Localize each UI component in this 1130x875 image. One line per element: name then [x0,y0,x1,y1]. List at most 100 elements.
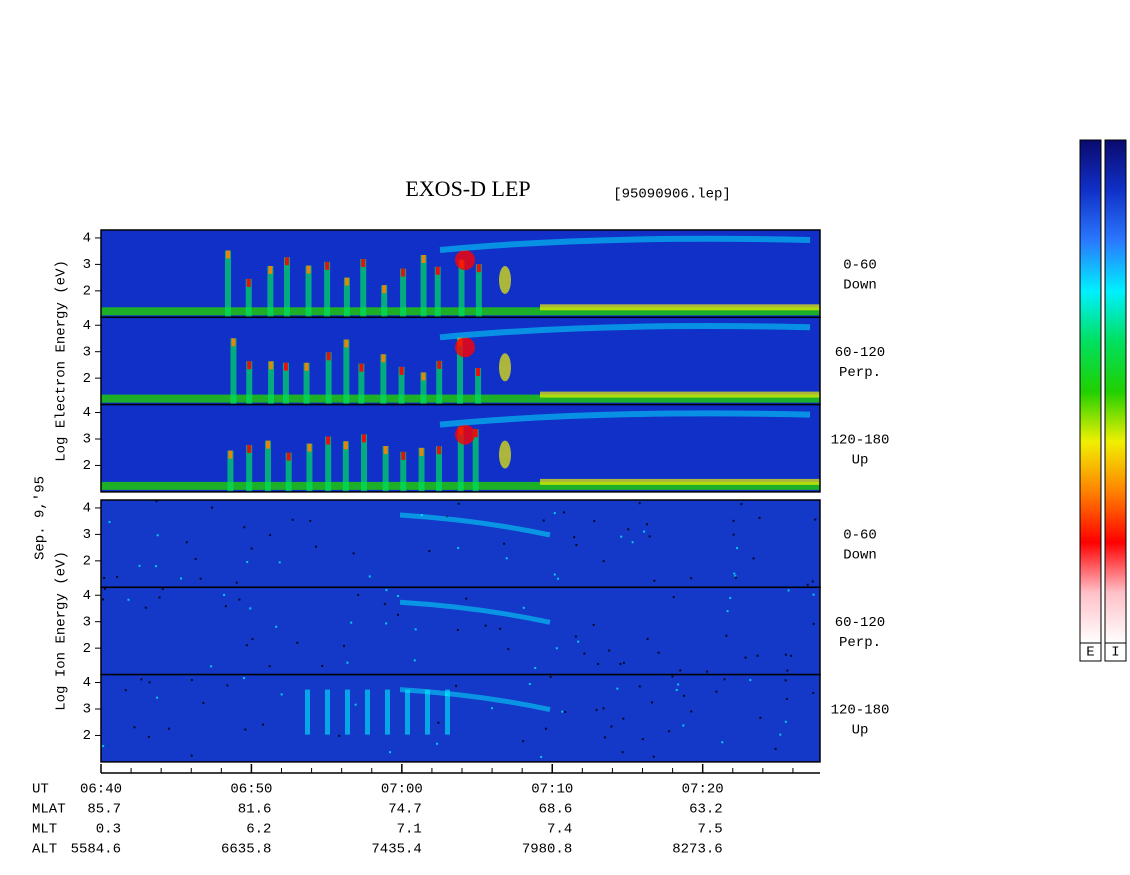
colorbar-label: I [1111,645,1119,661]
spectrogram-streak [425,689,430,735]
y-tick-label: 2 [83,728,91,744]
spectrogram-streak [343,441,348,450]
spectrogram-speckle [190,678,193,681]
spectrogram-speckle [752,557,755,560]
spectrogram-speckle [397,613,400,616]
spectrogram-speckle [385,622,388,625]
spectrogram-streak [305,265,312,318]
spectrogram-speckle [668,730,671,733]
spectrogram-speckle [133,726,136,729]
spectrogram-speckle [555,647,558,650]
spectrogram-speckle [296,641,299,644]
spectrogram-speckle [573,536,576,539]
spectrogram-streak [401,268,406,277]
spectrogram-speckle [245,644,248,647]
spectrogram-streak [267,265,274,318]
spectrogram-streak [342,441,349,492]
spectrogram-feature [455,250,475,270]
y-tick-label: 4 [83,501,91,517]
spectrogram-speckle [574,635,577,638]
panel-direction-label: Perp. [839,365,881,381]
colorbar [1104,139,1127,644]
panel-pitch-label: 60-120 [835,345,885,361]
spectrogram-speckle [553,573,556,576]
spectrogram-speckle [116,575,119,578]
spectrogram-streak [284,257,289,266]
spectrogram-streak [381,354,386,363]
spectrogram-speckle [456,629,459,632]
spectrogram-feature [455,424,475,445]
spectrogram-streak [264,440,271,492]
panel-pitch-label: 60-120 [835,615,885,631]
y-tick-label: 2 [83,554,91,570]
spectrogram-speckle [597,662,600,665]
y-tick-label: 2 [83,641,91,657]
spectrogram-streak [435,446,442,492]
spectrogram-speckle [505,557,508,560]
spectrogram-speckle [643,530,646,533]
x-tick-label: 06:40 [80,782,122,798]
spectrogram-speckle [140,678,143,681]
spectrogram-speckle [428,549,431,552]
spectrogram-speckle [224,605,227,608]
spectrogram-speckle [608,649,611,652]
spectrogram-speckle [522,606,525,609]
spectrogram-streak [382,446,389,492]
spectrogram-speckle [127,598,130,601]
spectrogram-speckle [593,520,596,523]
y-tick-label: 2 [83,371,91,387]
spectrogram-streak [385,689,390,735]
spectrogram-speckle [103,587,106,590]
spectrogram-speckle [226,684,229,687]
ephemeris-value: 7.4 [547,822,572,838]
panel-pitch-label: 120-180 [831,702,890,718]
colorbar-label-box [1079,642,1102,662]
spectrogram-speckle [542,519,545,522]
spectrogram-streak [476,367,481,376]
spectrogram-streak [325,436,332,492]
spectrogram-speckle [544,727,547,730]
spectrogram-streak [247,444,252,453]
spectrogram-speckle [740,503,743,506]
panel-direction-label: Down [843,278,877,294]
spectrogram-streak [382,285,387,294]
spectrogram-speckle [101,598,104,601]
panel-pitch-label: 120-180 [831,432,890,448]
spectrogram-feature [439,235,811,253]
spectrogram-streak [246,444,253,492]
spectrogram-streak [343,339,350,405]
ephemeris-value: 85.7 [87,802,121,818]
spectrogram-feature [455,337,475,358]
spectrogram [101,587,820,675]
spectrogram-speckle [309,519,312,522]
ephemeris-name: MLAT [32,802,66,818]
x-tick-label: 07:00 [381,782,423,798]
panel-direction-label: Up [852,452,869,468]
spectrogram-speckle [734,576,737,579]
spectrogram-speckle [577,640,580,643]
spectrogram-streak [268,265,273,274]
spectrogram-speckle [457,546,460,549]
spectrogram-speckle [715,690,718,693]
spectrogram-speckle [729,597,732,600]
spectrogram-speckle [156,696,159,699]
spectrogram-speckle [275,625,278,628]
spectrogram-streak [400,268,407,318]
x-tick-label: 07:20 [682,782,724,798]
spectrogram-speckle [557,577,560,580]
spectrogram-speckle [223,593,226,596]
y-tick-label: 3 [83,702,91,718]
spectrogram-speckle [732,519,735,522]
spectrogram-speckle [522,740,525,743]
spectrogram-streak [476,264,481,273]
y-axis-label: Log Ion Energy (eV) [54,551,70,711]
spectrogram-streak [246,361,253,405]
spectrogram-speckle [144,606,147,609]
spectrogram-speckle [436,742,439,745]
spectrogram-streak [282,362,289,405]
spectrogram-streak [230,338,237,405]
spectrogram-speckle [759,716,762,719]
spectrogram-streak [306,443,313,492]
ephemeris-value: 7.1 [397,822,422,838]
spectrogram-streak [246,278,251,287]
